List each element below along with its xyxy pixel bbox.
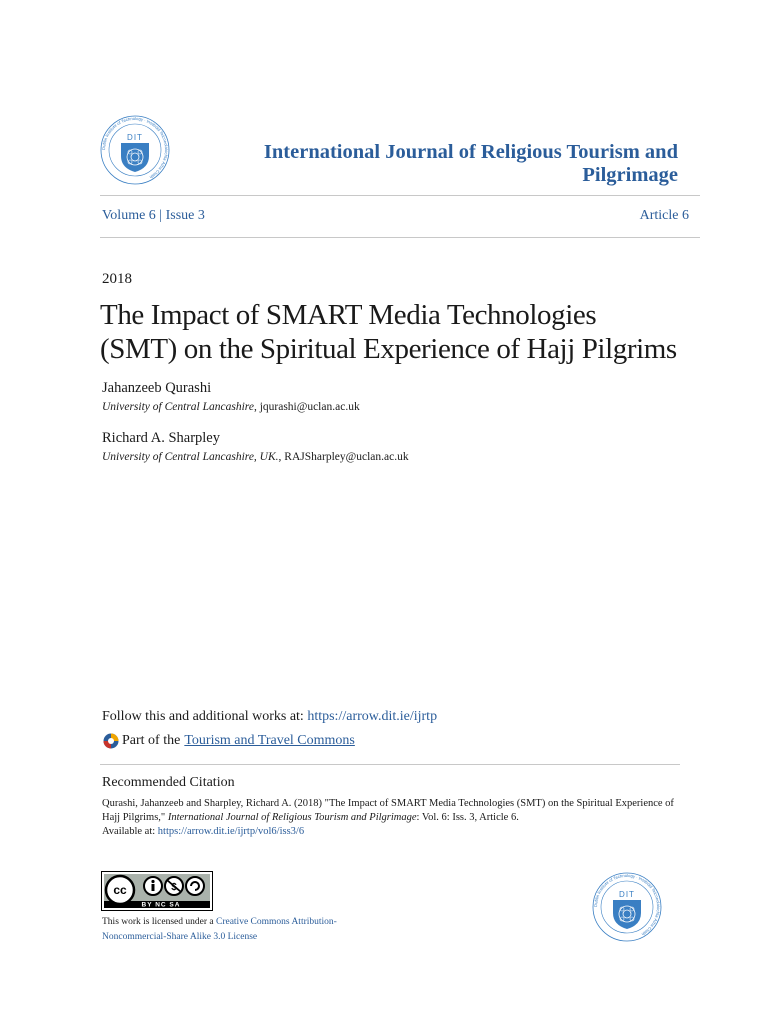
cc-badge-label: BY NC SA: [142, 902, 181, 909]
paper-title-line1: The Impact of SMART Media Technologies: [100, 299, 597, 331]
license-prefix: This work is licensed under a: [102, 917, 216, 927]
repository-link[interactable]: https://arrow.dit.ie/ijrtp: [307, 709, 438, 724]
volume-issue-link[interactable]: Volume 6 | Issue 3: [102, 208, 205, 223]
license-link[interactable]: Creative Commons Attribution-Noncommerci…: [102, 917, 337, 942]
affiliation-institution: University of Central Lancashire: [102, 401, 254, 413]
dit-logo-top: Dublin Institute of Technology · Institi…: [100, 115, 170, 185]
journal-title[interactable]: International Journal of Religious Touri…: [263, 141, 678, 186]
citation-text: Qurashi, Jahanzeeb and Sharpley, Richard…: [102, 797, 682, 839]
commons-link[interactable]: Tourism and Travel Commons: [184, 733, 355, 748]
cc-license-badge[interactable]: cc $ BY NC SA: [101, 871, 213, 911]
svg-text:$: $: [171, 882, 177, 893]
available-label: Available at:: [102, 826, 158, 837]
article-number-link[interactable]: Article 6: [639, 208, 689, 223]
follow-line: Follow this and additional works at: htt…: [102, 709, 437, 725]
author-name: Jahanzeeb Qurashi: [102, 380, 212, 396]
header-divider-bottom: [100, 237, 700, 238]
author-email[interactable]: jqurashi@uclan.ac.uk: [259, 401, 360, 413]
affiliation-separator: ,: [278, 451, 285, 463]
citation-body: Qurashi, Jahanzeeb and Sharpley, Richard…: [102, 798, 674, 823]
author-name: Richard A. Sharpley: [102, 430, 220, 446]
cc-icon: cc: [113, 883, 127, 897]
part-of-line: Part of the Tourism and Travel Commons: [102, 732, 355, 750]
citation-divider: [100, 764, 680, 765]
follow-label: Follow this and additional works at:: [102, 709, 308, 724]
affiliation-separator: ,: [253, 401, 260, 413]
author-email[interactable]: RAJSharpley@uclan.ac.uk: [284, 451, 409, 463]
article-url-link[interactable]: https://arrow.dit.ie/ijrtp/vol6/iss3/6: [157, 826, 305, 837]
citation-volume: : Vol. 6: Iss. 3, Article 6.: [416, 812, 519, 823]
citation-heading: Recommended Citation: [102, 775, 235, 790]
logo-text: DIT: [127, 133, 143, 142]
sharealike-icon: [185, 876, 205, 896]
author-affiliation: University of Central Lancashire, UK., R…: [102, 451, 409, 463]
publication-year: 2018: [102, 271, 132, 287]
header-divider-top: [100, 195, 700, 196]
paper-title-line2: (SMT) on the Spiritual Experience of Haj…: [100, 333, 677, 365]
dit-logo-bottom: Dublin Institute of Technology · Institi…: [592, 872, 662, 942]
citation-journal: International Journal of Religious Touri…: [167, 812, 417, 823]
author-affiliation: University of Central Lancashire, jquras…: [102, 401, 360, 413]
attribution-icon: [151, 879, 155, 884]
paper-title: The Impact of SMART Media Technologies (…: [100, 298, 700, 366]
logo-text: DIT: [619, 890, 635, 899]
part-of-label: Part of the: [122, 733, 181, 748]
network-icon: [103, 733, 119, 749]
affiliation-institution: University of Central Lancashire, UK.: [102, 451, 279, 463]
license-statement: This work is licensed under a Creative C…: [102, 915, 352, 945]
